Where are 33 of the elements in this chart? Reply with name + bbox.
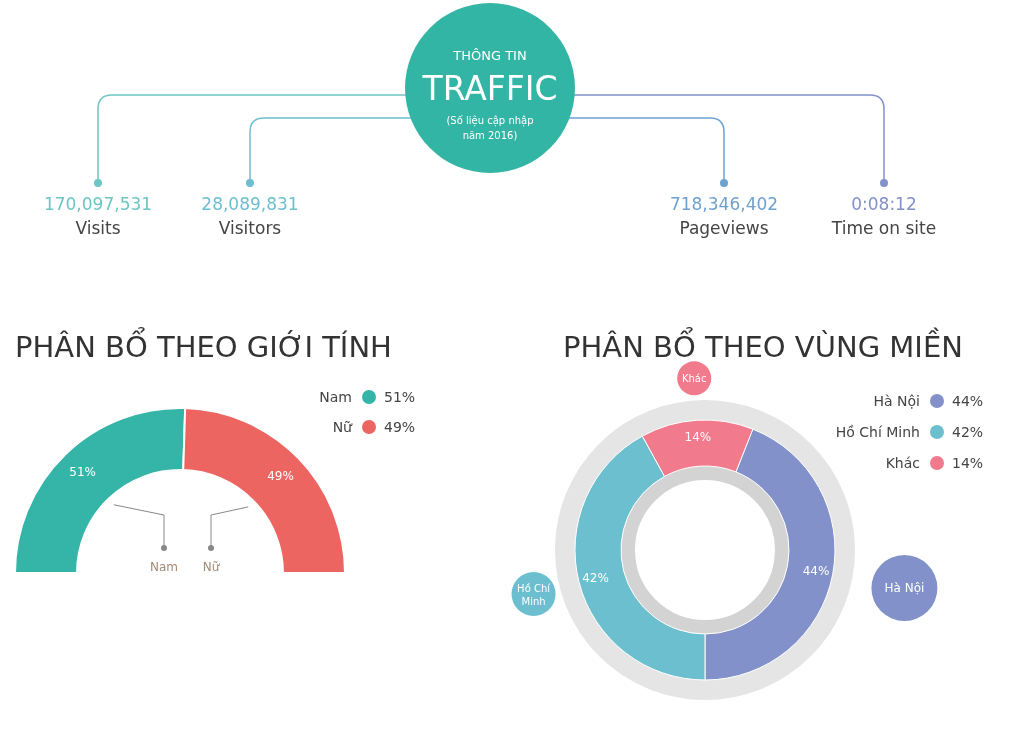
category-label: Khác (681, 373, 707, 385)
text: Visits (75, 218, 121, 238)
text: 170,097,531 (43, 194, 153, 214)
text: 42% (952, 424, 984, 440)
slice-label: Nam (149, 560, 179, 574)
text: THÔNG TIN (452, 48, 527, 63)
slice-label: Hà Nội (884, 581, 925, 596)
data-label: 44% (802, 564, 830, 579)
text: 28,089,831 (201, 194, 299, 214)
data-label: 49% (267, 468, 294, 483)
chart-title: PHÂN BỔ THEO VÙNG MIỀN (563, 327, 963, 364)
text: 0:08:12 (851, 194, 917, 214)
data-label: 42% (582, 571, 609, 586)
text: 14% (952, 455, 984, 471)
legend-label: Nữ (332, 419, 354, 435)
slice-label: Hồ Chí Minh (517, 582, 552, 607)
text: 51% (384, 389, 416, 405)
data-label: 51% (69, 465, 96, 480)
legend-label: Nam (319, 389, 352, 405)
text: (Số liệu cập nhập năm 2016) (446, 115, 534, 141)
legend-label: Khác (885, 455, 920, 471)
slice-label: Nữ (202, 560, 221, 574)
text: Visitors (218, 218, 282, 238)
legend-label: Hà Nội (873, 393, 920, 409)
chart-title: PHÂN BỔ THEO GIỚI TÍNH (15, 327, 392, 364)
text: TRAFFIC (421, 69, 558, 108)
text: 44% (952, 393, 984, 409)
legend-label: Hồ Chí Minh (835, 424, 920, 440)
text: 49% (384, 419, 416, 435)
text: Pageviews (679, 218, 769, 238)
text: Time on site (830, 218, 937, 238)
data-label: 14% (684, 430, 712, 445)
text: 718,346,402 (669, 194, 779, 214)
